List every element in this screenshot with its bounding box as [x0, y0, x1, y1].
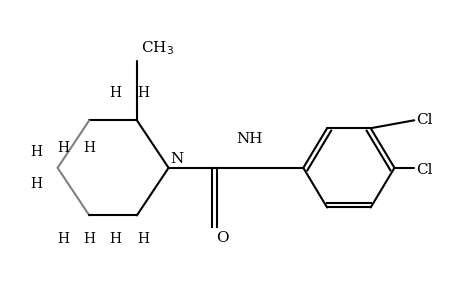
Text: Cl: Cl — [415, 163, 432, 177]
Text: H: H — [30, 145, 42, 159]
Text: Cl: Cl — [415, 113, 432, 127]
Text: H: H — [109, 232, 121, 246]
Text: H: H — [57, 232, 69, 246]
Text: H: H — [83, 232, 95, 246]
Text: CH$_3$: CH$_3$ — [140, 39, 174, 57]
Text: H: H — [57, 141, 69, 155]
Text: H: H — [136, 85, 149, 100]
Text: H: H — [136, 232, 149, 246]
Text: O: O — [216, 231, 228, 245]
Text: H: H — [30, 177, 42, 191]
Text: H: H — [83, 141, 95, 155]
Text: H: H — [109, 85, 121, 100]
Text: N: N — [170, 152, 184, 166]
Text: NH: NH — [236, 132, 263, 146]
